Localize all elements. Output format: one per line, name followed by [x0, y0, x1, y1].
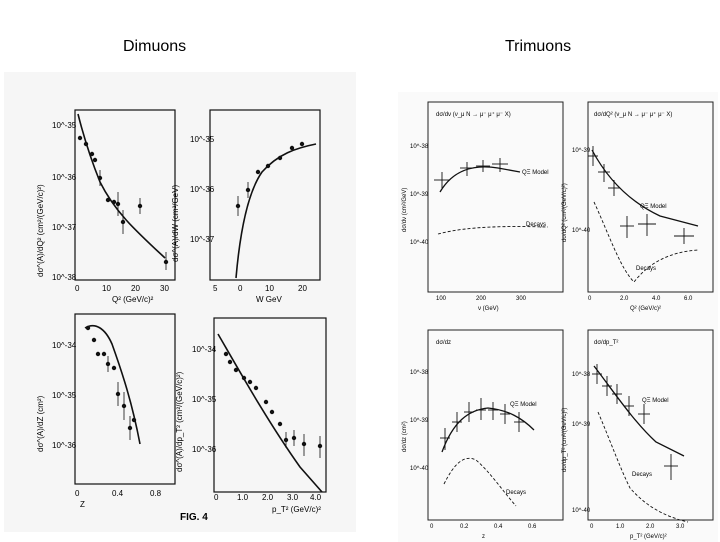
panel-title: dσ/dν (ν_μ N → μ⁻ μ⁺ μ⁻ X) — [436, 111, 511, 118]
model-label: QΞ Model — [510, 402, 537, 408]
ytick: 10^-36 — [192, 445, 217, 454]
ytick: 10^-40 — [572, 228, 591, 234]
xtick: 0.6 — [528, 524, 537, 530]
ytick: 10^-35 — [52, 391, 77, 400]
ytick: 10^-36 — [52, 173, 77, 182]
xtick: 3.0 — [287, 493, 299, 502]
dimuons-figure: 10^-35 10^-36 10^-37 10^-38 0 10 20 30 Q… — [4, 72, 356, 532]
xlabel: Q² (GeV/c)² — [630, 306, 661, 312]
dimuons-heading: Dimuons — [123, 38, 187, 55]
ylabel: dσ^(A)/dQ² (cm²/(GeV/c)²) — [36, 184, 45, 277]
panel-title: dσ/dz — [436, 340, 451, 346]
xlabel: ν (GeV) — [478, 306, 499, 312]
dimuon-panel-pt2: 10^-34 10^-35 10^-36 0 1.0 2.0 3.0 4.0 p… — [175, 317, 327, 514]
ytick: 10^-34 — [192, 345, 217, 354]
xtick: 10 — [265, 284, 274, 293]
xtick: 2.0 — [620, 296, 629, 302]
dimuon-panel-q2: 10^-35 10^-36 10^-37 10^-38 0 10 20 30 Q… — [36, 109, 176, 304]
trimuon-panel-z: dσ/dz 10^-38 10^-39 10^-40 0 0.2 0.4 0.6… — [402, 329, 564, 540]
dimuon-panel-z: 10^-34 10^-35 10^-36 0 0.4 0.8 Z dσ^(A)/… — [36, 313, 176, 509]
xtick: 20 — [131, 284, 140, 293]
xtick: 0 — [430, 524, 434, 530]
ytick: 10^-38 — [572, 372, 591, 378]
ytick: 10^-40 — [410, 240, 429, 246]
xtick: 3.0 — [676, 524, 685, 530]
xtick: 0 — [588, 296, 592, 302]
trimuons-figure: dσ/dν (ν_μ N → μ⁻ μ⁺ μ⁻ X) 10^-38 10^-39… — [398, 92, 718, 542]
figure-label: FIG. 4 — [180, 512, 208, 523]
ytick: 10^-39 — [572, 422, 591, 428]
ytick: 10^-38 — [410, 144, 429, 150]
xtick: 1.0 — [616, 524, 625, 530]
xtick: 200 — [476, 296, 487, 302]
ylabel: dσ/dQ² (cm²/(GeV/c)²) — [562, 183, 568, 242]
ytick: 10^-39 — [410, 192, 429, 198]
xlabel: Q² (GeV/c)² — [112, 295, 154, 304]
model-label: QΞ Model — [642, 398, 669, 404]
ytick: 10^-37 — [190, 235, 215, 244]
model-label: QΞ Model — [640, 204, 667, 210]
xlabel: Z — [80, 500, 85, 509]
xtick: 100 — [436, 296, 447, 302]
xtick: 0.2 — [460, 524, 469, 530]
xlabel: z — [482, 534, 485, 540]
xtick: 0 — [590, 524, 594, 530]
trimuon-panel-pt2: dσ/dp_T² 10^-38 10^-39 10^-40 0 1.0 2.0 … — [562, 329, 714, 540]
ytick: 10^-34 — [52, 341, 77, 350]
trimuon-panel-nu: dσ/dν (ν_μ N → μ⁻ μ⁺ μ⁻ X) 10^-38 10^-39… — [402, 101, 564, 312]
xtick: 10 — [102, 284, 111, 293]
ylabel: dσ/dp_T² (cm²/(GeV/c)²) — [562, 408, 568, 472]
xlabel: p_T² (GeV/c)² — [630, 534, 667, 540]
decays-label: Decays — [636, 266, 656, 272]
ytick: 10^-35 — [190, 135, 215, 144]
xtick: 0.4 — [112, 489, 124, 498]
model-label: QΞ Model — [522, 170, 549, 176]
ytick: 10^-35 — [52, 121, 77, 130]
ylabel: dσ^(A)/dW (cm²/GeV) — [171, 185, 180, 262]
xtick: 2.0 — [262, 493, 274, 502]
xtick: 5 — [213, 284, 218, 293]
ytick: 10^-35 — [192, 395, 217, 404]
xtick: 6.0 — [684, 296, 693, 302]
xtick: 0 — [75, 284, 80, 293]
ytick: 10^-40 — [410, 466, 429, 472]
trimuons-heading: Trimuons — [505, 38, 572, 55]
xtick: 0 — [214, 493, 219, 502]
xtick: 1.0 — [237, 493, 249, 502]
ylabel: dσ^(A)/dZ (cm²) — [36, 395, 45, 452]
ylabel: dσ/dz (cm²) — [402, 421, 408, 452]
panel-title: dσ/dQ² (ν_μ N → μ⁻ μ⁺ μ⁻ X) — [594, 111, 672, 118]
ytick: 10^-37 — [52, 223, 77, 232]
xtick: 0.8 — [150, 489, 162, 498]
xtick: 4.0 — [652, 296, 661, 302]
dimuon-panel-w: 10^-35 10^-36 10^-37 5 0 10 20 W GeV dσ^… — [171, 109, 321, 304]
decays-label: Decays — [506, 490, 526, 496]
xtick: 300 — [516, 296, 527, 302]
decays-label: Decays — [632, 472, 652, 478]
ylabel: dσ^(A)/dp_T² (cm²/(GeV/c)²) — [175, 371, 184, 472]
panel-title: dσ/dp_T² — [594, 340, 618, 346]
ylabel: dσ/dν (cm²/GeV) — [402, 188, 408, 232]
decays-label: Decays — [526, 222, 546, 228]
xtick: 0.4 — [494, 524, 503, 530]
xlabel: p_T² (GeV/c)² — [272, 505, 321, 514]
xtick: 0 — [238, 284, 243, 293]
ytick: 10^-38 — [52, 273, 77, 282]
trimuon-panel-q2: dσ/dQ² (ν_μ N → μ⁻ μ⁺ μ⁻ X) 10^-39 10^-4… — [562, 101, 714, 312]
xtick: 20 — [298, 284, 307, 293]
xtick: 30 — [160, 284, 169, 293]
ytick: 10^-36 — [52, 441, 77, 450]
ytick: 10^-38 — [410, 370, 429, 376]
ytick: 10^-40 — [572, 508, 591, 514]
ytick: 10^-39 — [410, 418, 429, 424]
xlabel: W GeV — [256, 295, 282, 304]
ytick: 10^-36 — [190, 185, 215, 194]
xtick: 2.0 — [646, 524, 655, 530]
xtick: 0 — [75, 489, 80, 498]
ytick: 10^-39 — [572, 148, 591, 154]
xtick: 4.0 — [310, 493, 322, 502]
